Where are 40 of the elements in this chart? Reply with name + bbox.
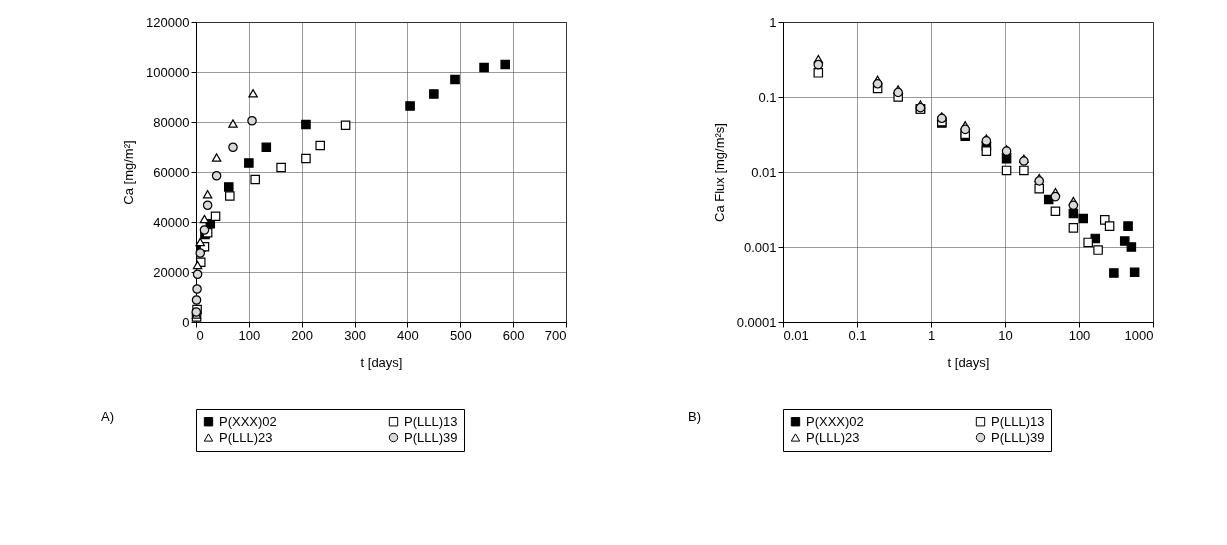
x-tick-label: 300: [344, 327, 366, 343]
x-tick-label: 700: [544, 327, 567, 343]
text: B): [688, 409, 701, 424]
y-tick-label: 80000: [153, 114, 190, 130]
x-tick-label: 600: [502, 327, 525, 343]
x-axis-title: t [days]: [947, 354, 990, 370]
y-tick-label: 0.1: [758, 89, 777, 105]
y-tick-label: 0: [182, 314, 190, 330]
y-axis-title: Ca Flux [mg/m²s]: [711, 123, 727, 222]
x-tick-label: 500: [449, 327, 472, 343]
x-tick-label: 400: [397, 327, 419, 343]
legend-label: P(XXX)02: [806, 413, 864, 429]
y-tick-label: 1: [769, 14, 777, 30]
y-axis-title: Ca [mg/m²]: [121, 140, 137, 205]
legend-label: P(LLL)23: [806, 429, 860, 445]
legend-label: P(LLL)13: [404, 413, 458, 429]
legend-label: P(LLL)39: [404, 429, 458, 445]
x-tick-label: 1000: [1124, 327, 1154, 343]
legend-label: P(LLL)23: [219, 429, 273, 445]
x-tick-label: 100: [1068, 327, 1091, 343]
y-tick-label: 0.001: [743, 239, 777, 255]
x-axis-title: t [days]: [360, 354, 403, 370]
y-tick-label: 0.01: [751, 164, 777, 180]
text: A): [101, 409, 114, 424]
x-tick-label: 100: [238, 327, 261, 343]
x-tick-label: 0.1: [848, 327, 867, 343]
y-tick-label: 40000: [153, 214, 190, 230]
x-tick-label: 1: [927, 327, 936, 343]
y-tick-label: 60000: [153, 164, 190, 180]
y-tick-label: 0.0001: [736, 314, 777, 330]
x-tick-label: 0: [196, 327, 204, 343]
legend-label: P(LLL)13: [991, 413, 1045, 429]
y-tick-label: 20000: [153, 264, 190, 280]
x-tick-label: 200: [291, 327, 314, 343]
legend-label: P(XXX)02: [219, 413, 277, 429]
y-tick-label: 120000: [146, 14, 190, 30]
y-tick-label: 100000: [146, 64, 190, 80]
legend-label: P(LLL)39: [991, 429, 1045, 445]
x-tick-label: 0.01: [783, 327, 809, 343]
x-tick-label: 10: [998, 327, 1013, 343]
